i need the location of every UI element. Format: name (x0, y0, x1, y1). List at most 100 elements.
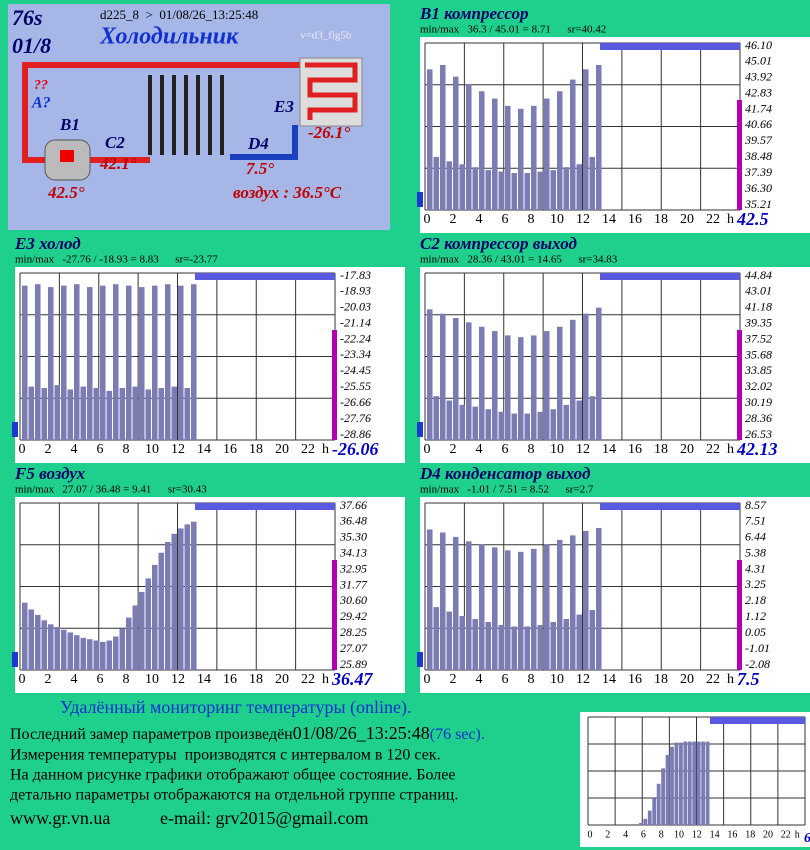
bar (692, 741, 697, 825)
bar (596, 527, 602, 670)
x-tick-label: 22 (706, 212, 720, 227)
y-tick-label: 30.19 (744, 395, 772, 409)
condenser (148, 75, 224, 155)
footer: Удалённый мониторинг температуры (online… (10, 697, 485, 828)
version: v=d3_fig5b (300, 30, 352, 42)
chart-title: D4 конденсатор выход (419, 464, 591, 483)
y-tick-label: 26.53 (745, 427, 772, 441)
email[interactable]: e-mail: grv2015@gmail.com (160, 808, 369, 828)
bar (87, 287, 93, 440)
bar (145, 578, 152, 670)
y-tick-label: 35.30 (339, 530, 367, 544)
status-bar (600, 43, 740, 50)
air-temp: воздух : 36.5°C (233, 183, 342, 202)
chart-title: C2 компрессор выход (420, 234, 577, 253)
y-tick-label: 38.48 (744, 149, 772, 163)
bar (427, 529, 433, 670)
bar (638, 822, 643, 825)
y-tick-label: 7.51 (745, 514, 766, 528)
x-tick-label: 22 (301, 672, 315, 687)
x-tick-label: 6 (502, 442, 509, 457)
bar (466, 322, 472, 440)
level-bar (332, 560, 337, 670)
x-tick-label: 20 (275, 442, 289, 457)
bar (93, 640, 100, 670)
bar (679, 742, 683, 825)
current-value: 6 (804, 831, 810, 846)
bar (687, 741, 692, 825)
x-tick-label: 18 (654, 672, 668, 687)
bar (28, 609, 35, 670)
last-time: 01/08/26_13:25:48 (293, 723, 430, 743)
x-tick-label: 14 (602, 672, 616, 687)
y-tick-label: 37.52 (744, 331, 772, 345)
status-bar (710, 717, 805, 724)
y-tick-label: -25.55 (340, 379, 371, 393)
age: 76s (12, 5, 43, 30)
chart-stats: min/max 28.36 / 43.01 = 14.65 sr=34.83 (420, 254, 618, 266)
bar (80, 386, 87, 440)
temp: 42.1° (99, 154, 137, 173)
bar (433, 396, 440, 440)
level-bar (737, 330, 742, 440)
chart-stats: min/max -1.01 / 7.51 = 8.52 sr=2.7 (420, 484, 594, 496)
bar (544, 98, 550, 210)
x-tick-label: 14 (602, 212, 616, 227)
bar (550, 409, 557, 440)
y-tick-label: 25.89 (340, 657, 367, 671)
bar (158, 388, 165, 440)
bar (511, 413, 518, 440)
diagram: 76s 01/8 d225_8 > 01/08/26_13:25:48 Холо… (8, 4, 390, 230)
x-tick-label: 4 (71, 672, 78, 687)
evaporator-coil (305, 62, 358, 120)
frame (420, 37, 810, 233)
indicator (417, 422, 423, 437)
level-bar (332, 330, 337, 440)
y-tick-label: 35.68 (744, 347, 772, 361)
bar (119, 388, 126, 440)
chart-title: F5 воздух (14, 464, 86, 483)
bar (61, 629, 67, 670)
current-value: -26.06 (332, 439, 379, 459)
x-tick-label: 8 (528, 212, 535, 227)
indicator (12, 652, 18, 667)
bar (537, 411, 544, 440)
last-label: Последний замер параметров произведён (10, 726, 293, 743)
bar (191, 284, 197, 440)
bar (440, 532, 446, 670)
bar (126, 617, 132, 670)
bar (557, 326, 563, 440)
y-tick-label: 5.38 (745, 545, 766, 559)
y-tick-label: 28.25 (340, 625, 367, 639)
x-tick-label: 10 (145, 672, 159, 687)
bar (67, 389, 74, 440)
site[interactable]: www.gr.vn.ua (10, 808, 110, 828)
x-tick-label: 18 (654, 212, 668, 227)
bar (48, 624, 54, 670)
pipe-hot (22, 62, 305, 163)
x-tick-label: 6 (97, 442, 104, 457)
bar (589, 156, 596, 210)
bar (472, 619, 479, 670)
pipe-cold (230, 125, 298, 160)
bar (126, 285, 132, 440)
chart-stats: min/max 27.07 / 36.48 = 9.41 sr=30.43 (15, 484, 207, 496)
bar (433, 156, 440, 210)
bar (459, 616, 466, 670)
bar (511, 173, 518, 210)
bar (41, 620, 48, 670)
bar (563, 619, 570, 670)
bar (440, 313, 446, 440)
bar (589, 396, 596, 440)
label: C2 (105, 133, 125, 152)
y-tick-label: -1.01 (745, 641, 770, 655)
bar (518, 551, 524, 670)
bar (505, 550, 511, 670)
bar (661, 768, 665, 825)
x-tick-label: 2 (450, 672, 457, 687)
device: d225_8 > 01/08/26_13:25:48 (100, 7, 258, 22)
bar (492, 547, 498, 670)
bar (100, 285, 106, 440)
bar (596, 64, 602, 210)
chart-stats: min/max -27.76 / -18.93 = 8.83 sr=-23.77 (15, 254, 218, 266)
